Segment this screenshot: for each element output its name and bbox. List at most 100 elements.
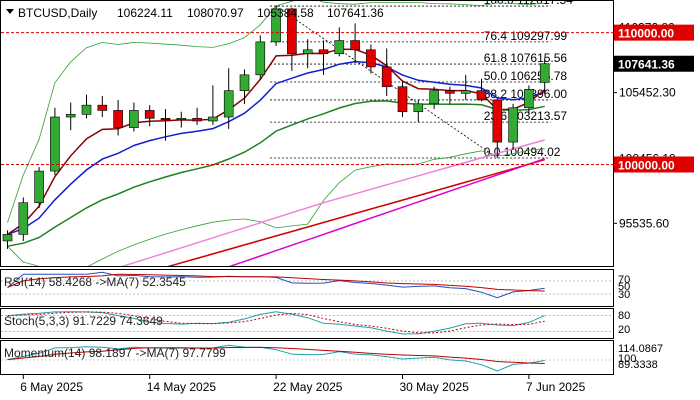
fibonacci-levels: 100.0 112017.54 76.4 109297.99 61.8 107615… xyxy=(270,1,573,159)
momentum-panel xyxy=(0,340,614,375)
momentum-ma-value: 97.7799 xyxy=(182,346,226,360)
ma-100-line xyxy=(228,157,545,266)
candle-2025-05-12 xyxy=(113,99,123,136)
stoch-signal: 74.3649 xyxy=(119,314,163,328)
date-label: 7 Jun 2025 xyxy=(526,380,586,394)
momentum-lines xyxy=(1,344,613,372)
candle-2025-05-26 xyxy=(334,27,345,57)
candle-2025-05-22 xyxy=(271,6,281,46)
rsi-lines xyxy=(1,271,613,299)
stoch-name: Stoch(5,3,3) xyxy=(4,314,69,328)
candle-2025-05-17 xyxy=(192,107,202,125)
stoch-scale-20: 20 xyxy=(618,324,630,336)
date-label: 6 May 2025 xyxy=(20,380,83,394)
fib-label-61.8: 61.8 107615.56 xyxy=(484,51,568,65)
fib-label-76.4: 76.4 109297.99 xyxy=(484,29,568,43)
candle-2025-06-07 xyxy=(524,85,534,115)
candle-body-bull xyxy=(176,118,187,120)
candle-body-bull xyxy=(81,104,92,115)
price-tag-bg xyxy=(614,156,694,173)
candle-body-bull xyxy=(34,170,44,204)
ma-30-line xyxy=(7,100,545,247)
candle-2025-05-21 xyxy=(255,35,266,81)
date-label: 30 May 2025 xyxy=(400,380,470,394)
candle-body-bull xyxy=(508,107,518,143)
price-tag-label: 100000.00 xyxy=(618,158,675,172)
candle-2025-06-05 xyxy=(492,98,503,158)
collapse-triangle-icon[interactable] xyxy=(6,9,14,14)
candle-body-bear xyxy=(144,110,155,119)
candle-2025-05-20 xyxy=(239,69,250,104)
stoch-lines xyxy=(1,311,613,335)
candle-body-bear xyxy=(476,90,487,101)
candle-body-bull xyxy=(223,90,234,118)
stoch-d-line xyxy=(7,311,545,334)
price-label: 95535.60 xyxy=(619,216,669,230)
candle-body-bear xyxy=(113,110,123,128)
candle-2025-05-28 xyxy=(366,44,376,74)
candle-body-bull xyxy=(334,40,345,55)
price-axis: 110372.80105452.30100456.1095535.6011000… xyxy=(613,21,694,230)
momentum-line xyxy=(7,344,545,372)
ohlc-open: 106224.11 xyxy=(117,6,173,20)
ma-55-line xyxy=(121,139,545,266)
candle-body-bull xyxy=(255,41,266,76)
candle-body-bull xyxy=(18,202,29,235)
momentum-scale-low: 89.3338 xyxy=(618,359,658,371)
momentum-value: 98.1897 xyxy=(89,346,133,360)
momentum-scale-high: 114.0867 xyxy=(618,343,663,355)
candle-2025-06-04 xyxy=(476,78,487,102)
ohlc-low: 105384.58 xyxy=(257,6,314,20)
candle-2025-05-31 xyxy=(413,99,424,123)
candle-body-bull xyxy=(2,234,13,242)
date-label: 22 May 2025 xyxy=(273,380,343,394)
candle-body-bear xyxy=(492,99,503,143)
price-label: 105452.30 xyxy=(619,86,676,100)
candle-body-bull xyxy=(239,74,250,91)
candle-body-bear xyxy=(381,66,392,87)
candle-body-bull xyxy=(460,90,471,94)
ma-5-line xyxy=(7,48,546,236)
price-tag-bg xyxy=(614,55,694,72)
candle-2025-05-30 xyxy=(397,81,408,118)
candle-2025-05-11 xyxy=(97,95,108,118)
candle-body-bull xyxy=(271,8,281,43)
candle-2025-05-13 xyxy=(129,102,139,132)
ma-10-line xyxy=(7,60,545,236)
candle-body-bull xyxy=(208,116,218,122)
price-tag-label: 110000.00 xyxy=(618,27,674,41)
candle-body-bull xyxy=(129,110,139,128)
moving-averages xyxy=(7,1,546,266)
rsi-value: 58.4268 xyxy=(49,275,93,289)
rsi-scale-70: 70 xyxy=(618,274,630,286)
candle-2025-05-24 xyxy=(302,39,313,69)
bollinger-upper xyxy=(7,1,545,223)
momentum-ma-label: ->MA(7) xyxy=(135,346,179,360)
candle-2025-05-25 xyxy=(318,40,329,75)
candle-body-bear xyxy=(160,118,171,120)
momentum-ma-line xyxy=(7,346,545,364)
candle-body-bear xyxy=(350,40,360,51)
candle-body-bear xyxy=(97,104,108,111)
bollinger-lower xyxy=(7,148,545,266)
candle-2025-05-23 xyxy=(287,7,297,71)
rsi-ma-value: 52.3545 xyxy=(142,275,186,289)
candle-2025-05-16 xyxy=(176,111,187,128)
candle-body-bull xyxy=(524,89,534,109)
fib-label-23.6: 23.6 103213.57 xyxy=(484,109,568,123)
candle-2025-05-18 xyxy=(208,85,218,125)
fib-label-50.0: 50.0 106255.78 xyxy=(484,69,568,83)
candle-2025-05-27 xyxy=(350,23,360,63)
stoch-scale-80: 80 xyxy=(618,310,630,322)
candle-2025-06-02 xyxy=(445,86,455,104)
candle-2025-05-29 xyxy=(381,48,392,96)
rsi-name: RSI(14) xyxy=(4,275,45,289)
ma-200-line xyxy=(167,158,545,266)
candle-body-bear xyxy=(287,8,297,55)
stoch-label: Stoch(5,3,3) 91.7229 74.3649 xyxy=(4,314,163,328)
stoch-panel xyxy=(0,308,614,339)
stoch-value: 91.7229 xyxy=(73,314,117,328)
candle-2025-05-15 xyxy=(160,109,171,141)
ohlc-high: 108070.97 xyxy=(187,6,244,20)
